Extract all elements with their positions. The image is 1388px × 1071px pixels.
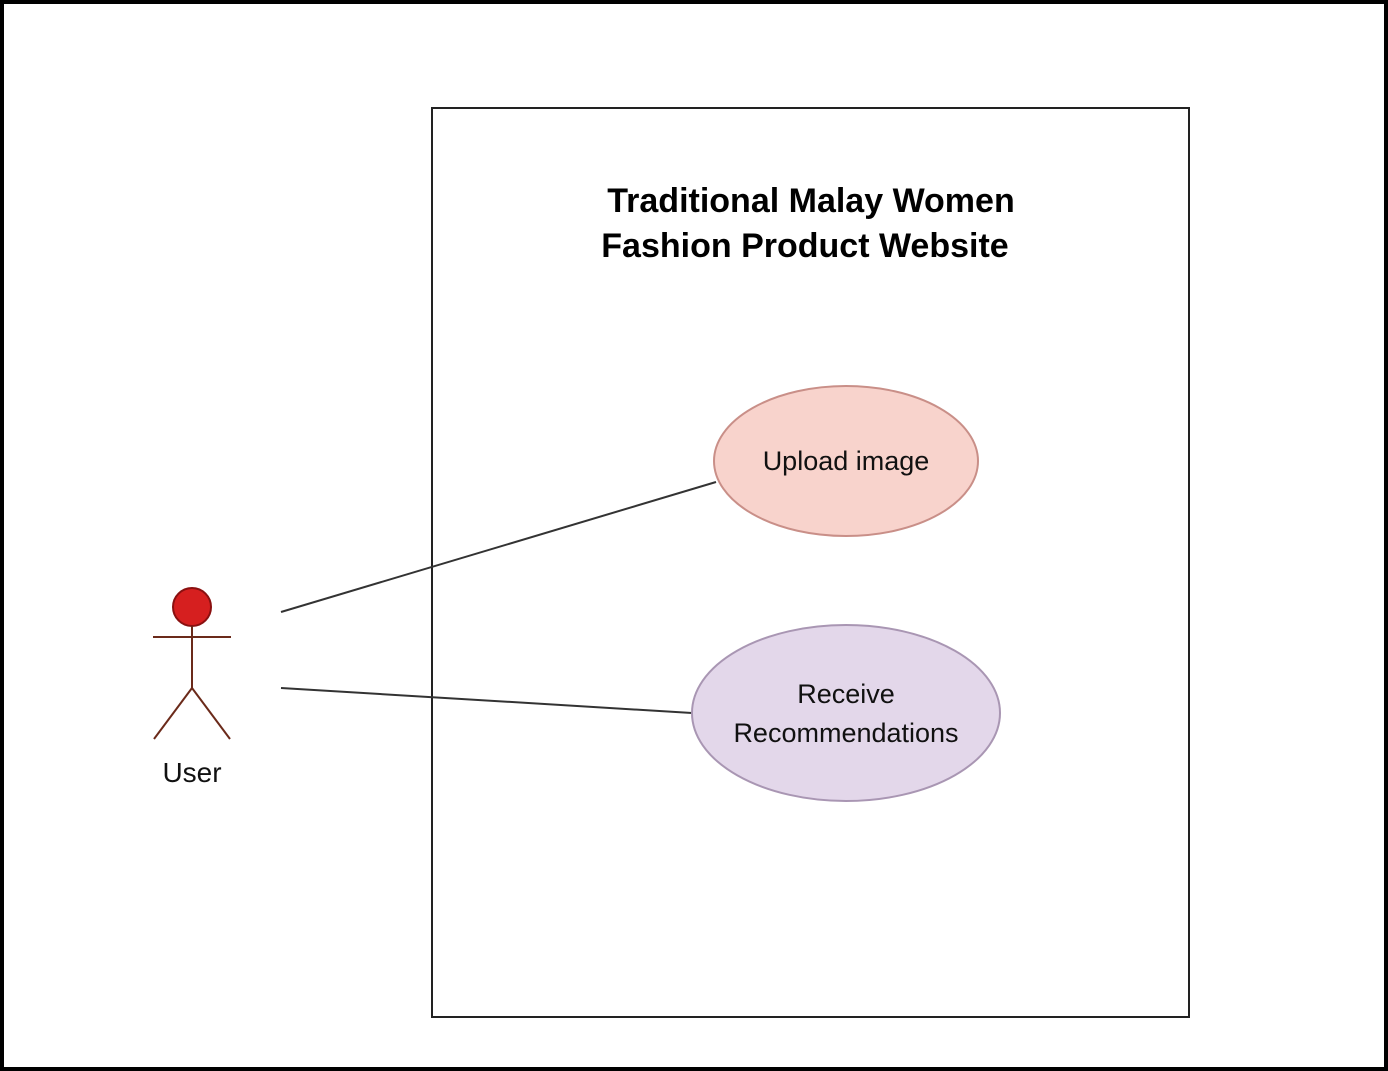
association-receive [280, 687, 693, 714]
use-case-upload-image[interactable]: Upload image [713, 385, 979, 537]
association-upload [280, 481, 717, 613]
use-case-upload-image-label: Upload image [763, 446, 930, 476]
use-case-receive-recommendations-shape [691, 624, 1001, 802]
use-case-upload-image-shape [713, 385, 979, 537]
actor-label: User [162, 757, 221, 788]
use-case-receive-label-line2: Recommendations [733, 718, 958, 748]
actor-user[interactable]: User [153, 587, 231, 788]
actor-left-leg [153, 687, 193, 740]
actor-right-leg [191, 687, 231, 740]
use-case-receive-recommendations[interactable]: Receive Recommendations [691, 624, 1001, 802]
use-case-receive-label-line1: Receive [797, 679, 895, 709]
system-boundary [431, 107, 1190, 1018]
system-title-line2: Fashion Product Website [601, 227, 1008, 265]
system-title-line1: Traditional Malay Women [607, 182, 1014, 220]
use-case-diagram: Traditional Malay Women Fashion Product … [153, 107, 1190, 1018]
actor-head-icon [172, 587, 212, 627]
